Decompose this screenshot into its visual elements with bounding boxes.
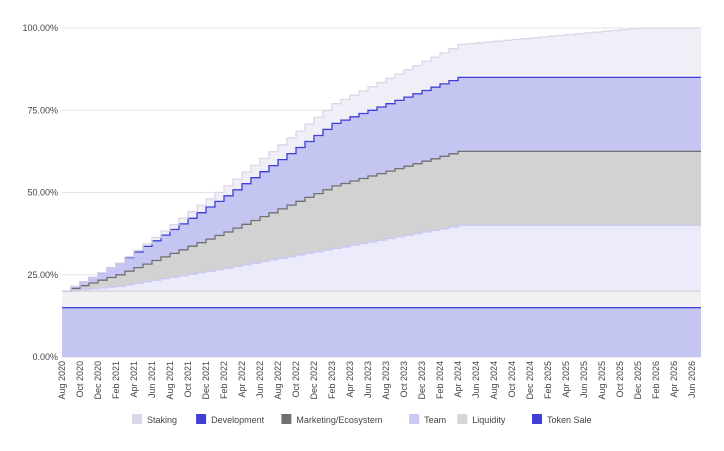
y-tick-label: 0.00% (32, 352, 58, 362)
legend-swatch (132, 414, 142, 424)
area-marketing-ecosystem (62, 151, 701, 292)
legend-label: Liquidity (472, 415, 506, 425)
x-tick-label: Aug 2020 (57, 361, 67, 400)
y-tick-label: 100.00% (22, 23, 58, 33)
x-tick-label: Oct 2023 (399, 361, 409, 398)
legend-swatch (532, 414, 542, 424)
x-tick-label: Dec 2021 (201, 361, 211, 400)
x-tick-label: Feb 2023 (327, 361, 337, 399)
legend-label: Development (211, 415, 265, 425)
y-tick-label: 75.00% (27, 105, 58, 115)
area-development (62, 77, 701, 292)
y-axis: 0.00% 25.00% 50.00% 75.00% 100.00% (22, 23, 58, 362)
x-tick-label: Aug 2021 (165, 361, 175, 400)
x-tick-label: Aug 2025 (597, 361, 607, 400)
line-team (62, 224, 701, 292)
x-tick-label: Jun 2022 (255, 361, 265, 398)
y-tick-label: 50.00% (27, 188, 58, 198)
series-lines (62, 27, 701, 309)
legend-item[interactable]: Development (196, 414, 265, 425)
x-tick-label: Oct 2020 (75, 361, 85, 398)
x-tick-label: Feb 2025 (543, 361, 553, 399)
legend-label: Staking (147, 415, 177, 425)
x-tick-label: Dec 2025 (633, 361, 643, 400)
legend-label: Marketing/Ecosystem (296, 415, 382, 425)
x-tick-label: Oct 2025 (615, 361, 625, 398)
x-tick-label: Jun 2026 (687, 361, 697, 398)
x-tick-label: Apr 2025 (561, 361, 571, 398)
area-team (62, 225, 701, 292)
x-axis: Aug 2020 Oct 2020 Dec 2020 Feb 2021 Apr 2021… (57, 361, 697, 400)
area-token-sale (62, 307, 701, 357)
x-tick-label: Jun 2025 (579, 361, 589, 398)
x-tick-label: Aug 2023 (381, 361, 391, 400)
x-tick-label: Apr 2024 (453, 361, 463, 398)
x-tick-label: Feb 2024 (435, 361, 445, 399)
x-tick-label: Dec 2024 (525, 361, 535, 400)
x-tick-label: Feb 2026 (651, 361, 661, 399)
x-tick-label: Dec 2020 (93, 361, 103, 400)
area-staking (62, 28, 701, 292)
x-tick-label: Apr 2022 (237, 361, 247, 398)
area-liquidity (62, 291, 701, 308)
legend-swatch (281, 414, 292, 424)
legend-item[interactable]: Liquidity (457, 414, 506, 425)
x-tick-label: Aug 2022 (273, 361, 283, 400)
legend-item[interactable]: Token Sale (532, 414, 592, 425)
x-tick-label: Jun 2023 (363, 361, 373, 398)
line-staking (62, 27, 701, 292)
x-tick-label: Oct 2022 (291, 361, 301, 398)
series-areas (62, 28, 701, 357)
x-tick-label: Oct 2024 (507, 361, 517, 398)
x-tick-label: Apr 2026 (669, 361, 679, 398)
x-tick-label: Aug 2024 (489, 361, 499, 400)
x-tick-label: Feb 2022 (219, 361, 229, 399)
legend-label: Team (424, 415, 446, 425)
x-tick-label: Apr 2023 (345, 361, 355, 398)
legend: Staking Development Marketing/Ecosystem Tea… (132, 414, 592, 425)
legend-swatch (457, 414, 468, 424)
x-tick-label: Dec 2023 (417, 361, 427, 400)
line-development (62, 76, 701, 292)
x-tick-label: Jun 2021 (147, 361, 157, 398)
legend-label: Token Sale (547, 415, 592, 425)
line-marketing-ecosystem (62, 150, 701, 292)
x-tick-label: Apr 2021 (129, 361, 139, 398)
x-tick-label: Jun 2024 (471, 361, 481, 398)
x-tick-label: Dec 2022 (309, 361, 319, 400)
legend-swatch (409, 414, 420, 424)
y-tick-label: 25.00% (27, 270, 58, 280)
legend-item[interactable]: Marketing/Ecosystem (281, 414, 382, 425)
x-tick-label: Oct 2021 (183, 361, 193, 398)
legend-item[interactable]: Staking (132, 414, 177, 425)
legend-item[interactable]: Team (409, 414, 446, 425)
legend-swatch (196, 414, 207, 424)
x-tick-label: Feb 2021 (111, 361, 121, 399)
